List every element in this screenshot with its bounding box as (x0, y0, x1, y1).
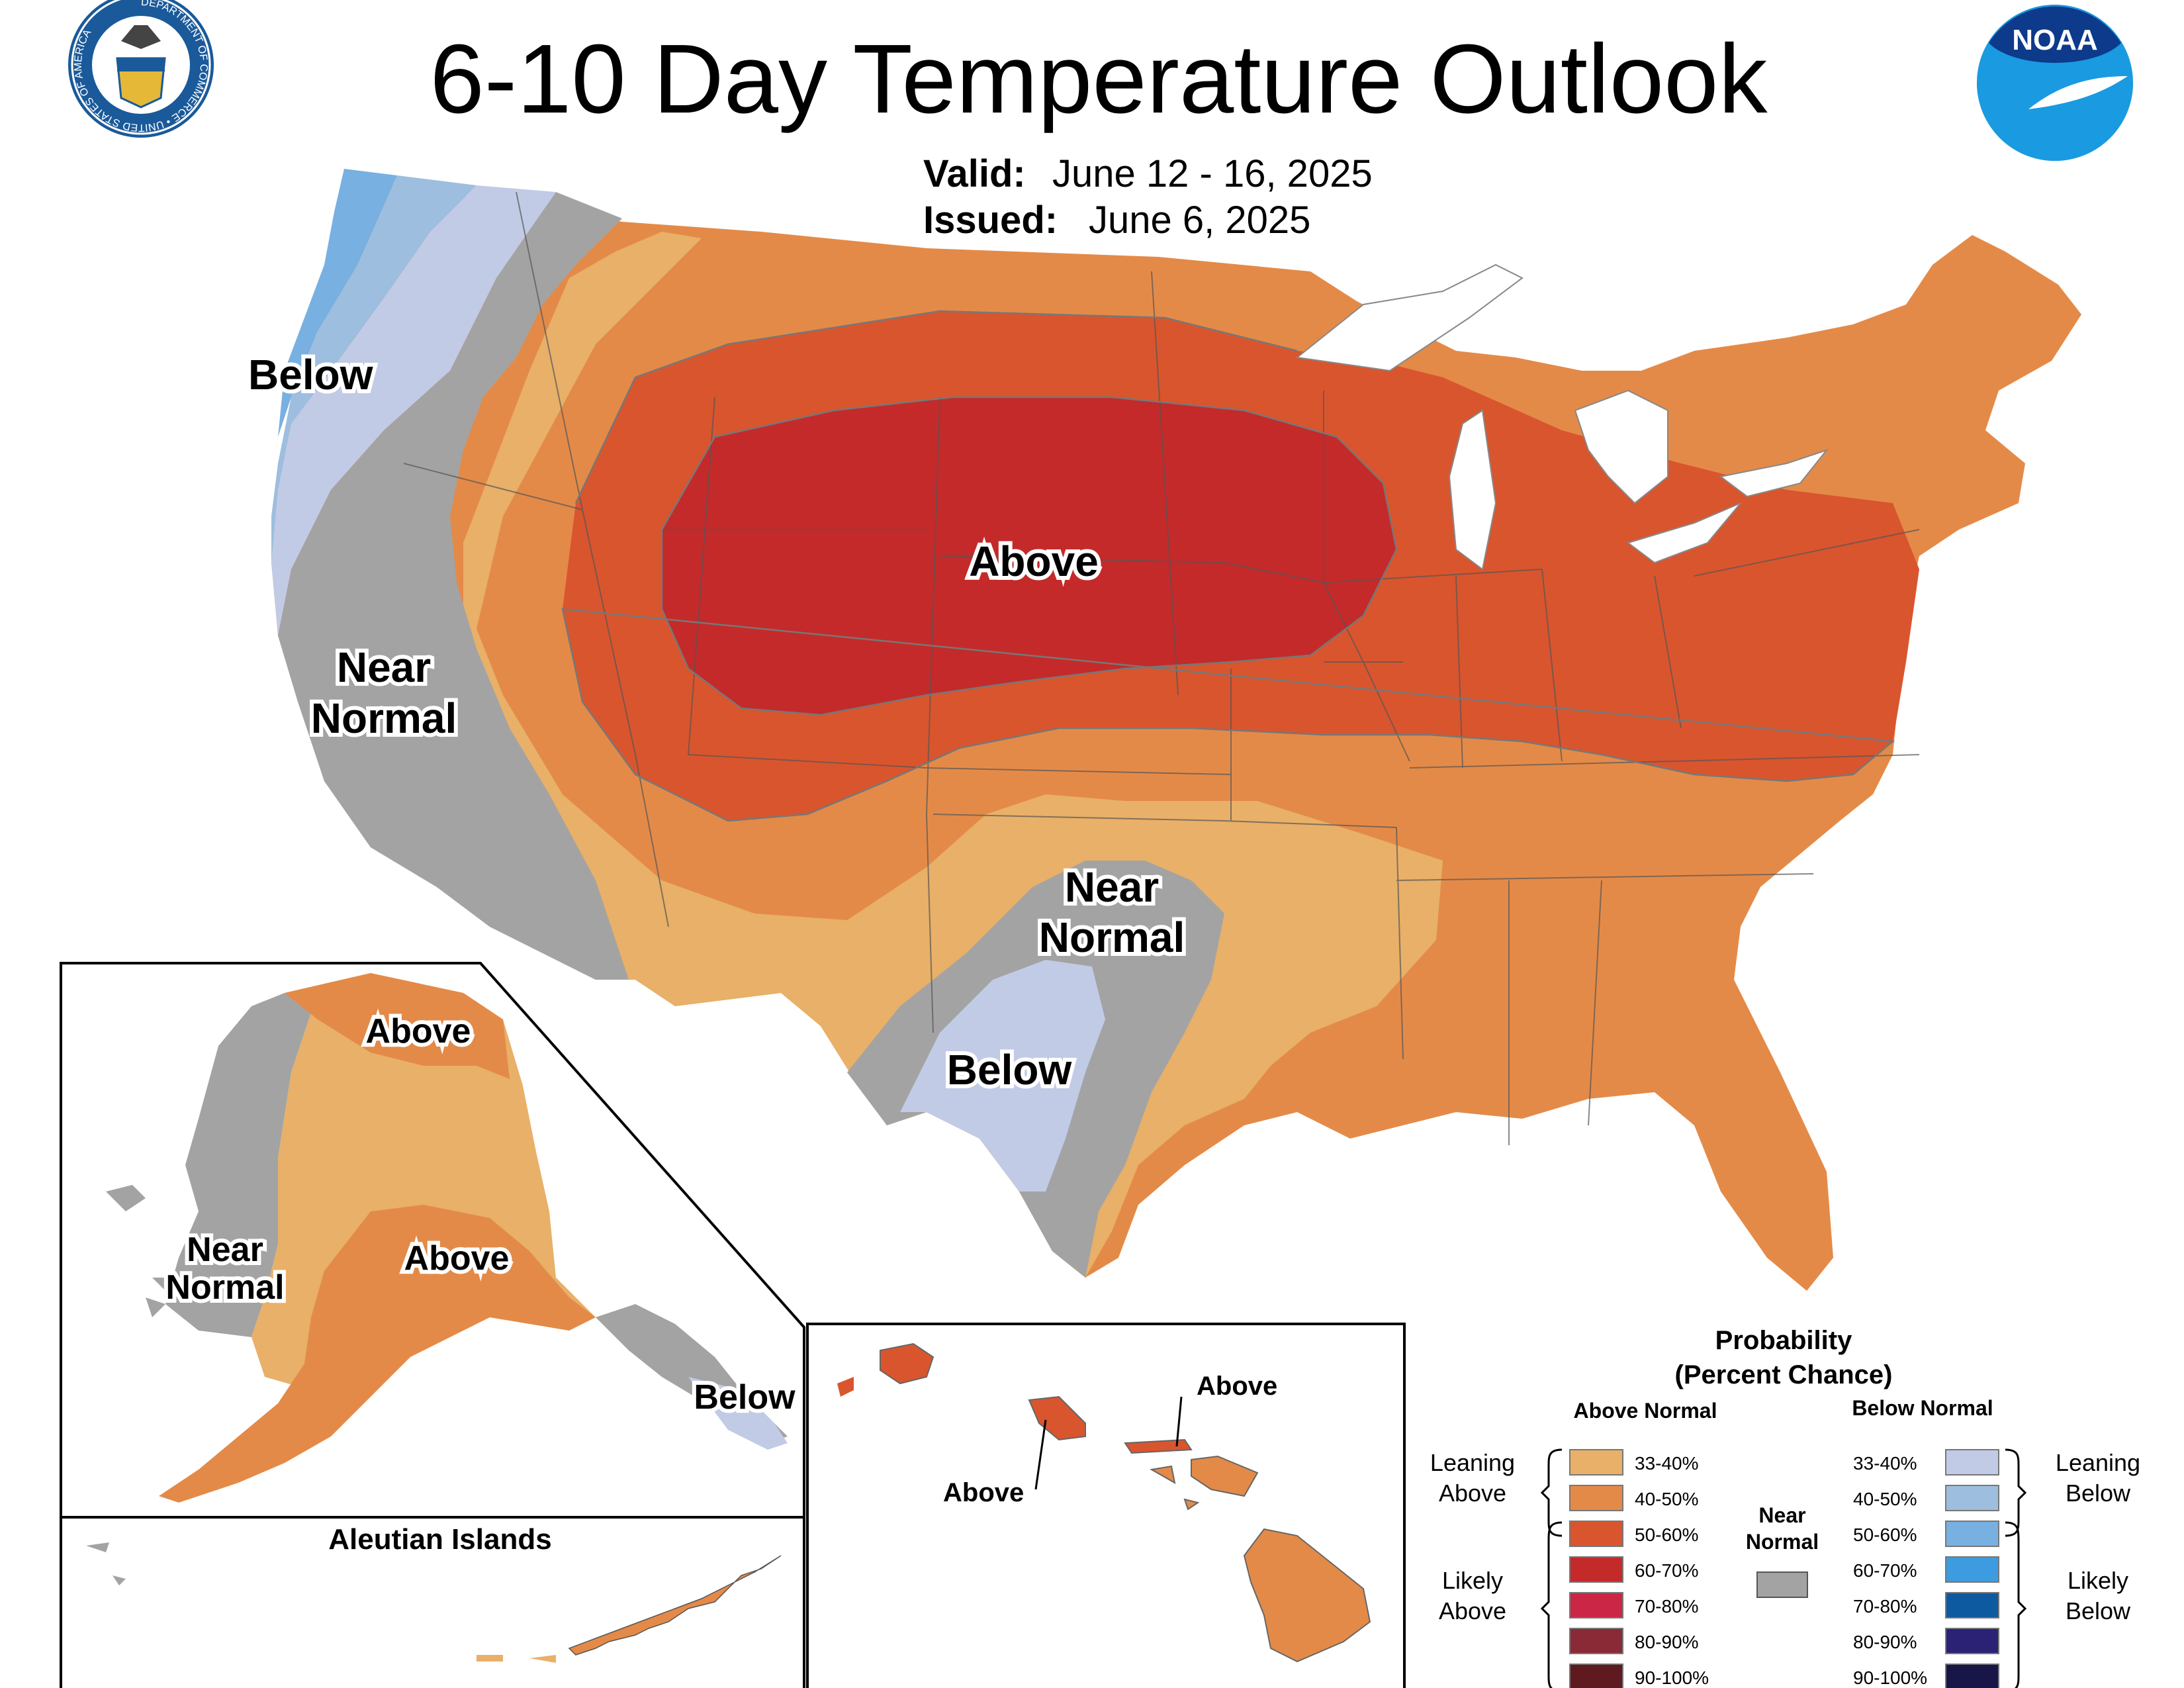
contours (561, 310, 1895, 822)
legend-likely-below-2: Below (2066, 1597, 2131, 1624)
legend-near-normal-swatch (1756, 1571, 1808, 1598)
legend-below-range-4: 70-80% (1853, 1596, 1917, 1617)
alaska-panhandle-below (688, 1377, 788, 1450)
aleutians-title: Aleutian Islands (328, 1523, 551, 1556)
legend-below-swatch-1 (1945, 1485, 1999, 1511)
hawaii-label-above-right: Above (1197, 1372, 1277, 1401)
state-borders (403, 191, 1920, 1145)
legend-below-range-0: 33-40% (1853, 1453, 1917, 1474)
legend-title-2: (Percent Chance) (1675, 1360, 1893, 1389)
legend-above-range-0: 33-40% (1635, 1453, 1699, 1474)
label-near-southwest-2: Normal (1039, 914, 1185, 961)
noaa-logo-text: NOAA (2012, 24, 2098, 56)
zone-near-west (278, 192, 629, 980)
alaska-label-near-2: Normal (165, 1268, 284, 1307)
legend-below-swatch-2 (1945, 1521, 1999, 1547)
legend-below-swatch-3 (1945, 1556, 1999, 1583)
hawaii-oahu (1028, 1395, 1086, 1441)
valid-label: Valid: (923, 152, 1026, 195)
issued-label: Issued: (923, 199, 1058, 242)
legend-below-range-3: 60-70% (1853, 1560, 1917, 1581)
legend-below-header: Below Normal (1852, 1396, 1993, 1420)
hawaii-big-island (1243, 1528, 1371, 1663)
hawaii-niihau (837, 1377, 854, 1397)
legend-near-2: Normal (1746, 1530, 1819, 1554)
legend-leaning-above-1: Leaning (1430, 1449, 1515, 1476)
legend-above-swatch-4 (1569, 1592, 1623, 1618)
legend-above-range-3: 60-70% (1635, 1560, 1699, 1581)
legend-above-swatch-3 (1569, 1556, 1623, 1583)
alaska-label-above-south: Above (404, 1239, 510, 1278)
label-above-center: Above (969, 538, 1099, 585)
hawaii-molokai (1124, 1438, 1193, 1454)
legend-title-1: Probability (1715, 1326, 1852, 1355)
legend-below-range-2: 50-60% (1853, 1524, 1917, 1545)
legend-above-range-2: 50-60% (1635, 1524, 1699, 1545)
legend-below-swatch-6 (1945, 1664, 1999, 1688)
legend-near-1: Near (1758, 1503, 1805, 1527)
hawaii-kauai (880, 1342, 934, 1385)
alaska-label-above-north: Above (366, 1012, 471, 1051)
great-lakes (1295, 263, 1829, 571)
alaska-inset: Above Above Near Normal Below Aleutian I… (60, 962, 805, 1688)
legend-above-swatch-2 (1569, 1521, 1623, 1547)
label-below-northwest: Below (248, 351, 373, 399)
legend-leaning-below-1: Leaning (2056, 1449, 2140, 1476)
legend-above-swatches: 33-40% 40-50% 50-60% 60-70% 70-80% 80-90% 90-1… (1569, 1449, 1709, 1688)
noaa-logo: NOAA (1977, 5, 2133, 161)
alaska-south-above-40-50-zone (159, 1205, 596, 1503)
legend-above-range-5: 80-90% (1635, 1632, 1699, 1652)
legend-leaning-above-2: Above (1439, 1479, 1506, 1507)
commerce-seal-logo: DEPARTMENT OF COMMERCE • UNITED STATES O… (68, 0, 214, 138)
legend-below-range-1: 40-50% (1853, 1489, 1917, 1509)
legend-likely-above-2: Above (1439, 1597, 1506, 1624)
label-below-texas: Below (947, 1046, 1072, 1094)
legend-above-swatch-5 (1569, 1628, 1623, 1654)
label-near-southwest-1: Near (1065, 863, 1159, 911)
legend-above-swatch-1 (1569, 1485, 1623, 1511)
legend-likely-below-1: Likely (2068, 1567, 2128, 1594)
legend-above-range-6: 90-100% (1635, 1667, 1709, 1688)
zone-below-texas (900, 960, 1105, 1192)
legend-above-range-4: 70-80% (1635, 1596, 1699, 1617)
aleutian-islands (568, 1555, 782, 1656)
legend-below-swatch-4 (1945, 1592, 1999, 1618)
legend-likely-above-1: Likely (1442, 1567, 1503, 1594)
header: 6-10 Day Temperature Outlook Valid: June… (430, 24, 1768, 242)
legend-above-range-1: 40-50% (1635, 1489, 1699, 1509)
valid-value: June 12 - 16, 2025 (1052, 152, 1373, 195)
legend-leaning-below-2: Below (2066, 1479, 2131, 1507)
legend-below-range-6: 90-100% (1853, 1667, 1927, 1688)
alaska-near-normal-zone (165, 993, 311, 1337)
alaska-north-above-40-50-zone (285, 973, 510, 1079)
alaska-label-below-panhandle: Below (694, 1378, 796, 1417)
legend-below-swatches: 33-40% 40-50% 50-60% 60-70% 70-80% 80-90% 90-1… (1853, 1449, 1999, 1688)
zone-below-40-50 (271, 175, 477, 563)
legend: Probability (Percent Chance) Above Norma… (1430, 1326, 2140, 1688)
zone-below-33-40 (271, 185, 556, 635)
legend-above-header: Above Normal (1574, 1399, 1717, 1423)
hawaii-label-above-left: Above (943, 1478, 1024, 1507)
zone-33-40-west (463, 232, 1443, 1278)
alaska-label-near-1: Near (187, 1231, 263, 1269)
zone-60-70 (662, 397, 1396, 715)
conus-map (271, 169, 2081, 1291)
label-near-west-2: Normal (311, 694, 457, 742)
legend-above-swatch-6 (1569, 1664, 1623, 1688)
label-near-west-1: Near (337, 643, 431, 691)
legend-above-swatch-0 (1569, 1449, 1623, 1476)
page-title: 6-10 Day Temperature Outlook (430, 24, 1768, 134)
legend-below-range-5: 80-90% (1853, 1632, 1917, 1652)
hawaii-inset: Above Above (806, 1323, 1406, 1688)
issued-value: June 6, 2025 (1089, 199, 1310, 242)
legend-below-swatch-5 (1945, 1628, 1999, 1654)
legend-below-swatch-0 (1945, 1449, 1999, 1476)
hawaii-lanai-maui (1150, 1455, 1259, 1511)
zone-below-50-60 (278, 169, 397, 437)
